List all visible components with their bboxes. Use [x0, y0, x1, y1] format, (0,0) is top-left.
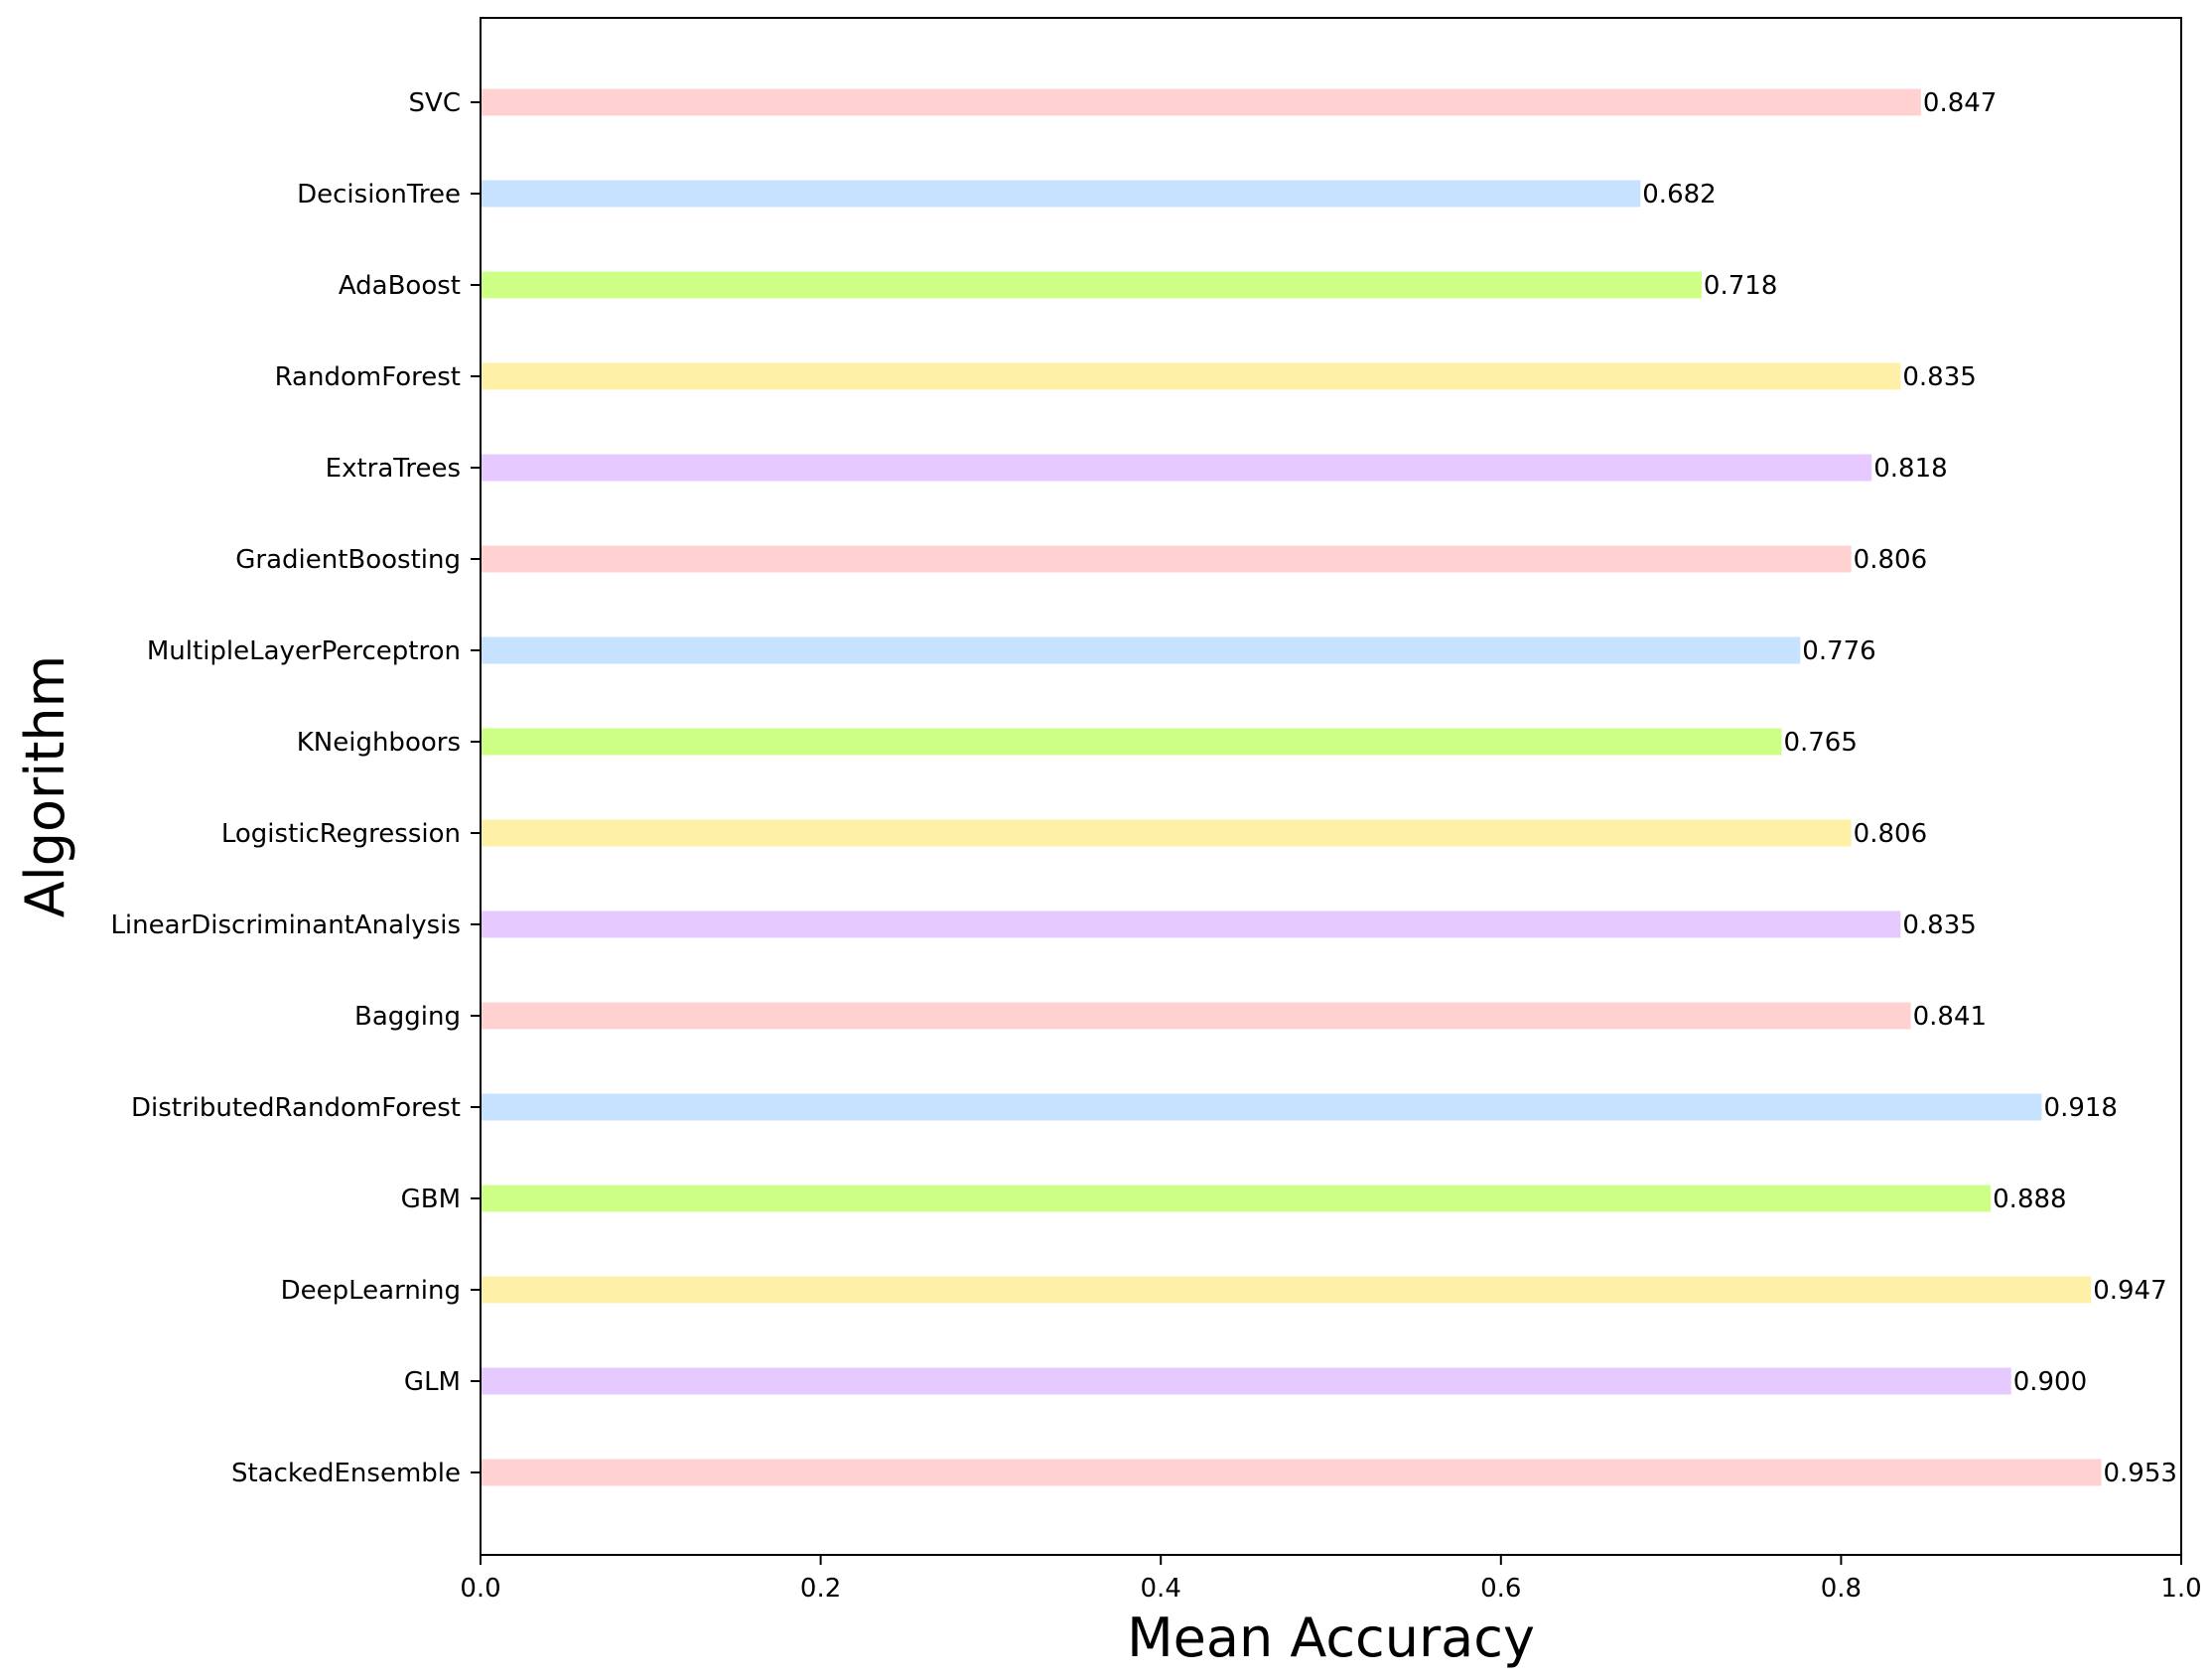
bar: [481, 362, 1901, 390]
bars-group: [481, 88, 2102, 1486]
y-tick-label: ExtraTrees: [326, 454, 461, 484]
bar: [481, 88, 1921, 116]
bar-value-label: 0.918: [2044, 1093, 2118, 1123]
bar-value-label: 0.947: [2093, 1276, 2166, 1306]
plot-frame: [480, 17, 2182, 1556]
x-axis-title: Mean Accuracy: [1127, 1607, 1535, 1669]
bar: [481, 180, 1641, 208]
x-axis-ticks: 0.0 0.2 0.4 0.6 0.8 1.0: [460, 1555, 2202, 1604]
y-tick-label: AdaBoost: [339, 271, 461, 301]
y-tick-label: LinearDiscriminantAnalysis: [110, 910, 461, 940]
bar-value-label: 0.718: [1704, 271, 1777, 301]
bar: [481, 819, 1852, 847]
bar-value-label: 0.682: [1642, 180, 1716, 210]
bar-value-label: 0.841: [1913, 1002, 1987, 1032]
y-tick-label: DeepLearning: [281, 1276, 461, 1306]
x-tick-label: 0.0: [460, 1574, 500, 1604]
bar-value-label: 0.835: [1902, 362, 1976, 392]
bar: [481, 545, 1852, 573]
x-tick-label: 0.6: [1480, 1574, 1521, 1604]
bar-value-label: 0.765: [1783, 728, 1857, 758]
bar: [481, 454, 1872, 482]
y-tick-label: GradientBoosting: [235, 545, 461, 575]
y-tick-label: MultipleLayerPerceptron: [147, 636, 461, 666]
y-tick-label: DecisionTree: [297, 180, 461, 210]
bar-value-label: 0.806: [1854, 819, 1927, 849]
y-tick-label: LogisticRegression: [221, 819, 461, 849]
y-tick-label: GLM: [404, 1367, 461, 1397]
bar: [481, 1093, 2042, 1121]
bar-value-label: 0.818: [1873, 454, 1947, 484]
bar-value-label: 0.835: [1902, 910, 1976, 940]
y-axis-title: Algorithm: [14, 655, 76, 917]
bar: [481, 910, 1901, 938]
bar-value-label: 0.900: [2013, 1367, 2087, 1397]
bar: [481, 636, 1801, 664]
bar-value-label: 0.888: [1993, 1185, 2066, 1214]
value-labels-group: 0.847 0.682 0.718 0.835 0.818 0.806 0.776 0.765…: [1642, 88, 2177, 1488]
x-tick-label: 1.0: [2160, 1574, 2201, 1604]
y-tick-label: RandomForest: [275, 362, 461, 392]
bar-value-label: 0.847: [1923, 88, 1997, 118]
bar: [481, 1367, 2011, 1395]
bar-value-label: 0.953: [2103, 1459, 2176, 1488]
y-tick-label: GBM: [401, 1185, 461, 1214]
y-tick-label: DistributedRandomForest: [131, 1093, 461, 1123]
bar: [481, 1185, 1992, 1212]
y-tick-label: StackedEnsemble: [231, 1459, 461, 1488]
y-tick-label: KNeighboors: [297, 728, 461, 758]
bar-value-label: 0.776: [1802, 636, 1875, 666]
bar-value-label: 0.806: [1854, 545, 1927, 575]
y-axis-ticks: SVC DecisionTree AdaBoost RandomForest Extra…: [110, 88, 481, 1488]
bar: [481, 728, 1782, 756]
bar: [481, 1002, 1911, 1030]
bar: [481, 1459, 2102, 1486]
x-tick-label: 0.4: [1141, 1574, 1181, 1604]
bar: [481, 271, 1702, 299]
y-tick-label: SVC: [409, 88, 461, 118]
x-tick-label: 0.8: [1821, 1574, 1862, 1604]
x-tick-label: 0.2: [800, 1574, 841, 1604]
bar: [481, 1276, 2092, 1304]
y-tick-label: Bagging: [354, 1002, 461, 1032]
